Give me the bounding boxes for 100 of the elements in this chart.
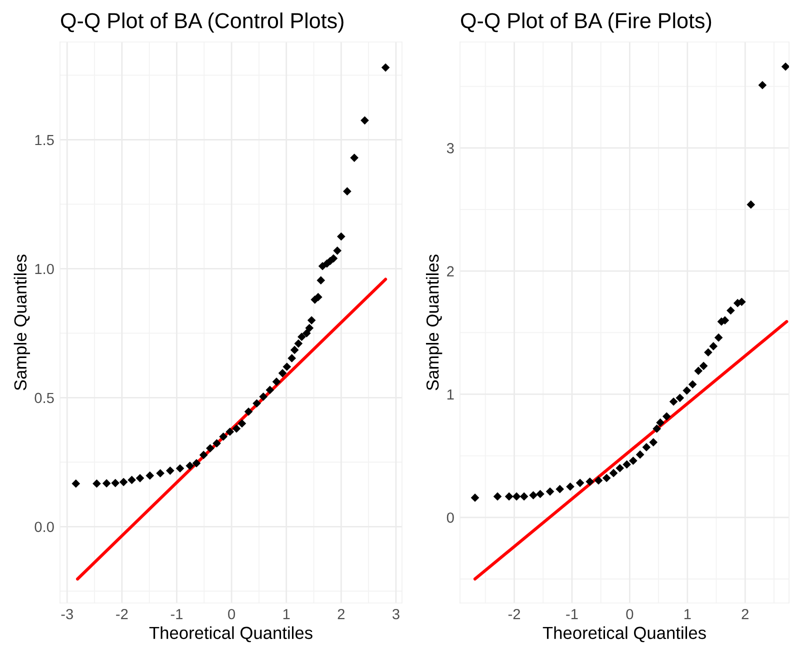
point — [566, 482, 574, 491]
point — [520, 492, 528, 501]
point — [714, 333, 723, 342]
point — [470, 494, 480, 502]
point — [622, 460, 631, 469]
y-tick-label: 0.5 — [34, 392, 54, 404]
point — [102, 479, 111, 488]
x-tick-label: 0 — [626, 608, 634, 620]
point — [72, 479, 80, 488]
point — [504, 492, 514, 501]
point — [636, 450, 644, 459]
point — [305, 324, 314, 332]
y-axis-title: Sample Quantiles — [426, 254, 442, 390]
point — [219, 432, 228, 441]
y-axis-title: Sample Quantiles — [14, 254, 30, 390]
x-tick-label: -3 — [61, 608, 73, 620]
point — [694, 366, 703, 376]
point — [699, 362, 708, 370]
point — [238, 419, 246, 428]
point — [609, 468, 618, 478]
point — [616, 464, 624, 472]
point — [576, 478, 584, 488]
x-tick-label: 1 — [283, 609, 290, 620]
y-tick-label: 3 — [446, 143, 454, 154]
x-tick-label: 0 — [228, 608, 236, 620]
point — [628, 456, 638, 465]
point — [176, 464, 184, 473]
point — [529, 491, 538, 500]
point — [333, 246, 342, 255]
point — [602, 474, 611, 482]
x-tick-label: -2 — [116, 608, 128, 620]
point — [226, 428, 234, 436]
point — [136, 474, 144, 482]
point — [350, 154, 358, 162]
point — [726, 306, 735, 315]
x-axis-title: Theoretical Quantiles — [149, 626, 312, 642]
point — [316, 276, 326, 284]
point — [298, 332, 306, 341]
point — [652, 424, 661, 433]
point — [781, 62, 789, 71]
x-tick-label: -1 — [170, 609, 183, 620]
point — [302, 329, 311, 338]
point — [128, 476, 136, 484]
point — [212, 439, 221, 448]
point — [272, 378, 281, 386]
point — [556, 484, 564, 494]
point — [259, 392, 268, 401]
point — [704, 348, 712, 357]
x-tick-label: 2 — [742, 608, 748, 620]
point — [290, 346, 299, 354]
point — [307, 316, 316, 324]
point — [232, 424, 241, 433]
point — [594, 476, 603, 485]
y-tick-label: 0.0 — [34, 522, 54, 532]
point — [586, 478, 594, 486]
point — [360, 116, 369, 125]
point — [381, 63, 390, 72]
x-tick-label: -1 — [566, 609, 578, 620]
point — [546, 487, 554, 496]
point — [156, 469, 164, 478]
x-tick-label: -2 — [508, 608, 520, 620]
y-tick-label: 1 — [447, 389, 454, 400]
point — [244, 407, 253, 416]
x-axis-title: Theoretical Quantiles — [542, 626, 706, 642]
point — [146, 471, 154, 480]
point — [206, 444, 214, 452]
point — [288, 354, 296, 362]
y-tick-label: 2 — [447, 266, 454, 276]
point — [536, 490, 544, 498]
point — [642, 443, 651, 452]
point — [709, 342, 718, 350]
point — [682, 386, 692, 395]
point — [676, 394, 684, 402]
chart-title: Q-Q Plot of BA (Fire Plots) — [461, 12, 712, 33]
point — [493, 492, 502, 501]
point — [192, 459, 201, 468]
point — [119, 478, 128, 486]
point — [252, 399, 261, 408]
point — [278, 369, 287, 378]
point — [649, 438, 658, 446]
point — [688, 380, 697, 389]
point — [662, 412, 671, 421]
point — [199, 450, 208, 460]
point — [266, 386, 274, 394]
point — [343, 187, 352, 196]
point — [282, 362, 292, 371]
point — [294, 339, 303, 348]
y-tick-label: 1.5 — [35, 135, 54, 146]
x-tick-label: 3 — [392, 608, 400, 620]
point — [669, 397, 678, 406]
point — [746, 200, 756, 209]
point — [512, 492, 521, 501]
point — [92, 479, 101, 488]
point — [166, 466, 174, 475]
point — [758, 80, 767, 90]
point — [111, 478, 120, 488]
y-tick-label: 0 — [446, 512, 454, 523]
point — [656, 418, 664, 427]
point — [336, 232, 346, 241]
x-tick-label: 2 — [338, 608, 344, 620]
